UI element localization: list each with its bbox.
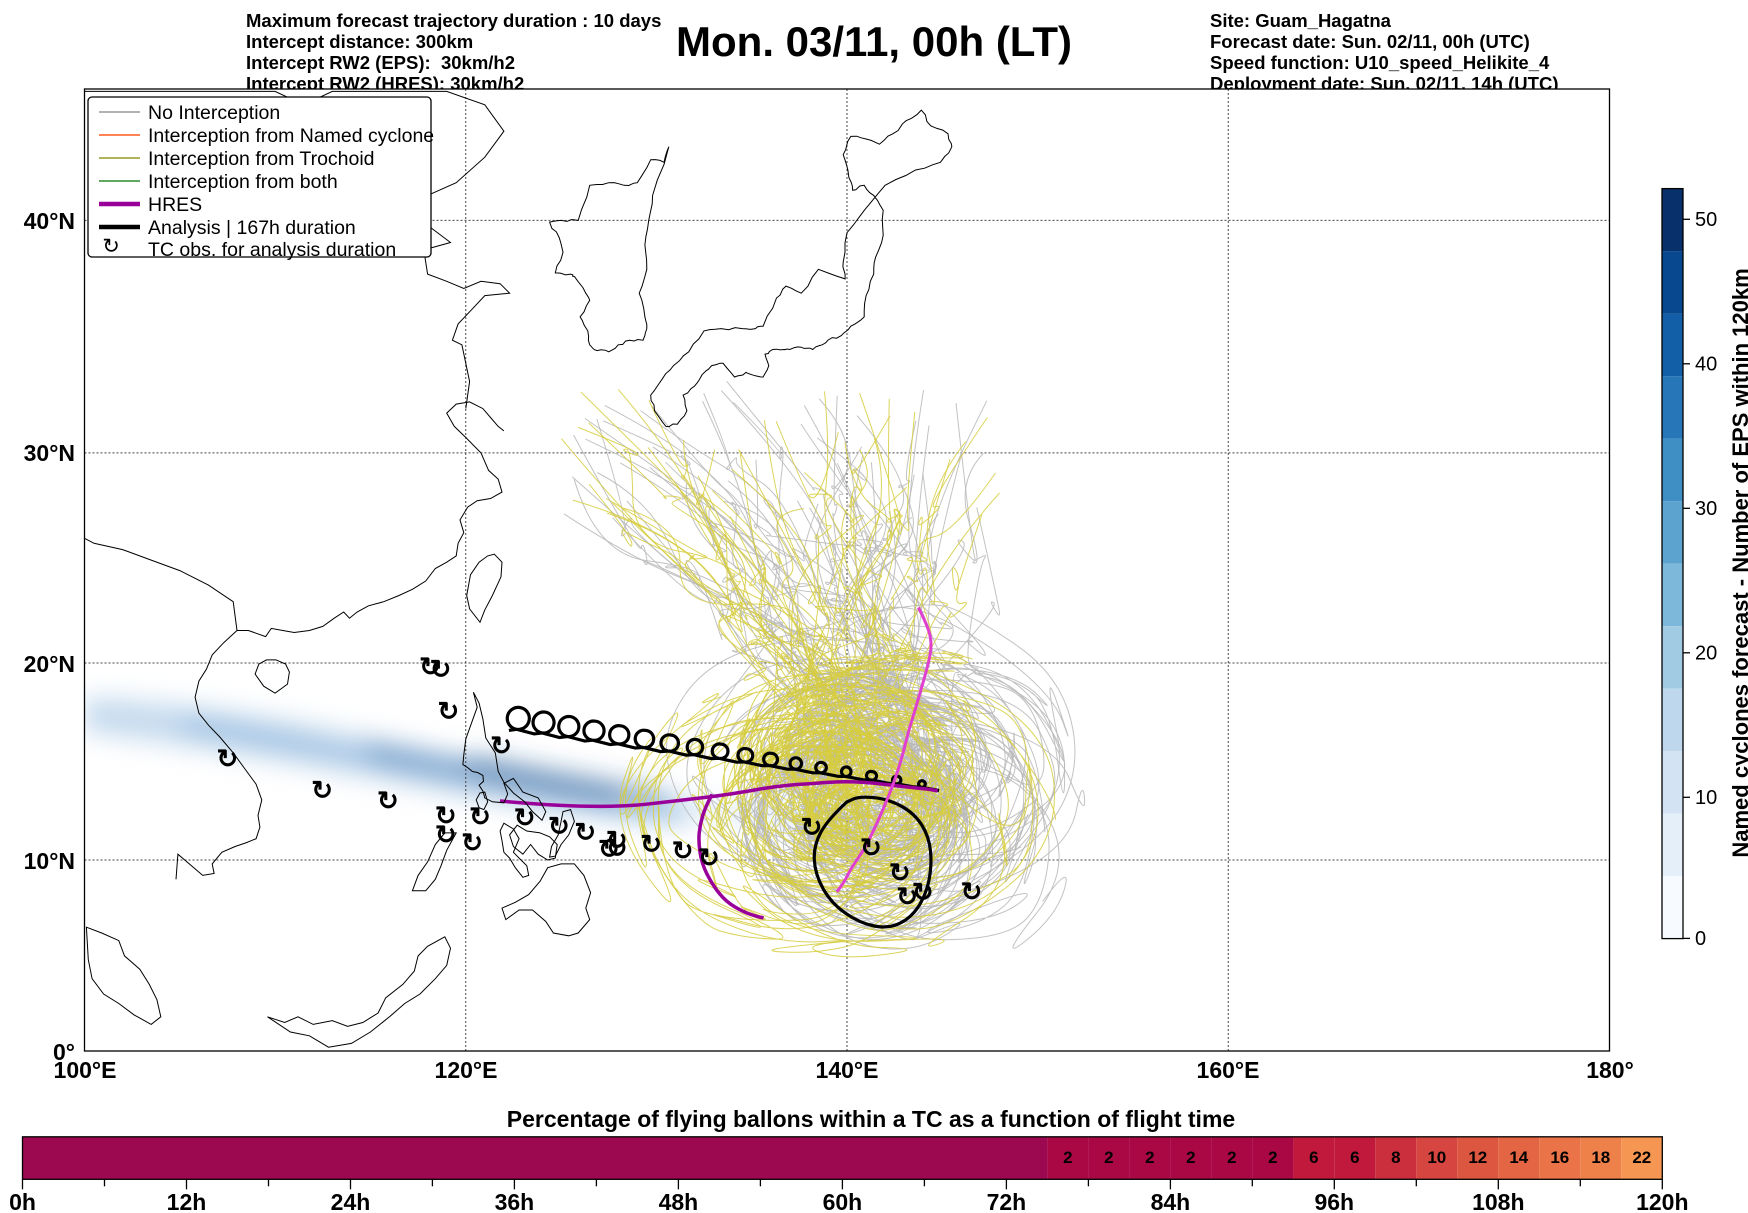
svg-text:12h: 12h bbox=[167, 1189, 207, 1213]
svg-text:Percentage of flying ballons w: Percentage of flying ballons within a TC… bbox=[507, 1106, 1235, 1132]
svg-text:0h: 0h bbox=[9, 1189, 36, 1213]
svg-text:6: 6 bbox=[1350, 1148, 1359, 1167]
svg-text:60h: 60h bbox=[823, 1189, 863, 1213]
svg-text:48h: 48h bbox=[659, 1189, 699, 1213]
svg-text:16: 16 bbox=[1550, 1148, 1569, 1167]
svg-text:24h: 24h bbox=[331, 1189, 371, 1213]
svg-text:6: 6 bbox=[1309, 1148, 1318, 1167]
svg-text:22: 22 bbox=[1632, 1148, 1651, 1167]
svg-text:10: 10 bbox=[1427, 1148, 1446, 1167]
svg-text:2: 2 bbox=[1063, 1148, 1072, 1167]
svg-text:84h: 84h bbox=[1151, 1189, 1191, 1213]
svg-text:2: 2 bbox=[1145, 1148, 1154, 1167]
svg-text:2: 2 bbox=[1186, 1148, 1195, 1167]
svg-text:8: 8 bbox=[1391, 1148, 1400, 1167]
svg-text:18: 18 bbox=[1591, 1148, 1610, 1167]
svg-text:2: 2 bbox=[1104, 1148, 1113, 1167]
svg-text:96h: 96h bbox=[1314, 1189, 1354, 1213]
svg-text:72h: 72h bbox=[987, 1189, 1027, 1213]
svg-text:108h: 108h bbox=[1472, 1189, 1524, 1213]
svg-text:120h: 120h bbox=[1636, 1189, 1688, 1213]
svg-text:36h: 36h bbox=[495, 1189, 535, 1213]
svg-text:2: 2 bbox=[1268, 1148, 1277, 1167]
svg-text:12: 12 bbox=[1468, 1148, 1487, 1167]
svg-text:14: 14 bbox=[1509, 1148, 1528, 1167]
svg-text:2: 2 bbox=[1227, 1148, 1236, 1167]
